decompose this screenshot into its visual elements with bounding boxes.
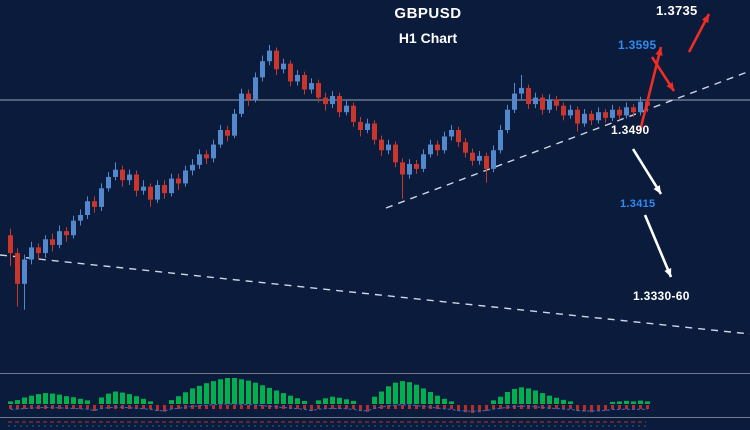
projection-arrow-white: [643, 214, 673, 278]
arrowhead-icon: [653, 185, 661, 194]
price-label-resistance: 1.3595: [618, 38, 657, 52]
signal-line: [10, 403, 648, 412]
macd-histogram: [8, 378, 650, 413]
arrowhead-icon: [701, 14, 709, 23]
projection-arrow-white: [631, 148, 663, 195]
price-label-target-up: 1.3735: [656, 3, 698, 18]
instrument-title: GBPUSD: [394, 5, 462, 22]
price-label-support-zone: 1.3330-60: [633, 289, 690, 303]
price-label-support: 1.3415: [620, 198, 656, 210]
candles-layer: [8, 45, 650, 310]
chart-title-block: GBPUSD H1 Chart: [348, 5, 508, 46]
price-label-pivot: 1.3490: [611, 123, 650, 137]
arrowhead-icon: [666, 82, 674, 91]
arrowhead-icon: [655, 47, 663, 56]
trendline-ascending-support: [385, 70, 750, 209]
projection-arrow-red: [638, 46, 663, 132]
timeframe-subtitle: H1 Chart: [398, 30, 458, 46]
arrowhead-icon: [664, 268, 672, 277]
trendline-descending-support: [0, 254, 750, 335]
